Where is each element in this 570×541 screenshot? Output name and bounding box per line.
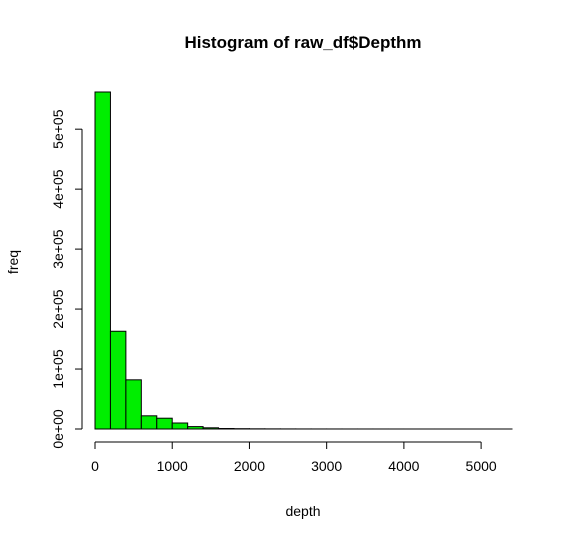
x-axis: 0 1000 2000 3000 4000 5000 [91, 441, 497, 474]
histogram-bar-0 [94, 91, 111, 430]
histogram-bar-6 [187, 426, 204, 430]
x-tick-label-4: 4000 [388, 458, 419, 474]
x-axis-label: depth [285, 503, 320, 519]
x-tick-label-3: 3000 [311, 458, 342, 474]
histogram-bar-2 [125, 379, 142, 430]
y-tick-label-1: 1e+05 [50, 349, 66, 389]
y-tick-label-5: 5e+05 [50, 109, 66, 149]
x-tick-label-5: 5000 [466, 458, 497, 474]
x-tick-label-1: 1000 [157, 458, 188, 474]
histogram-bar-5 [171, 422, 189, 430]
y-tick-label-0: 0e+00 [50, 409, 66, 449]
histogram-bar-1 [109, 330, 127, 430]
chart-title: Histogram of raw_df$Depthm [184, 33, 421, 52]
y-axis: 0e+00 1e+05 2e+05 3e+05 4e+05 5e+05 [50, 109, 83, 449]
bars-group [94, 91, 513, 430]
x-tick-label-2: 2000 [234, 458, 265, 474]
y-tick-label-2: 2e+05 [50, 289, 66, 329]
histogram-bar-3 [140, 415, 158, 430]
y-axis-label: freq [5, 250, 21, 274]
histogram-bar-7 [202, 427, 220, 430]
histogram-bar-4 [156, 417, 173, 430]
y-tick-label-4: 4e+05 [50, 169, 66, 209]
y-tick-label-3: 3e+05 [50, 229, 66, 269]
x-tick-label-0: 0 [91, 458, 99, 474]
